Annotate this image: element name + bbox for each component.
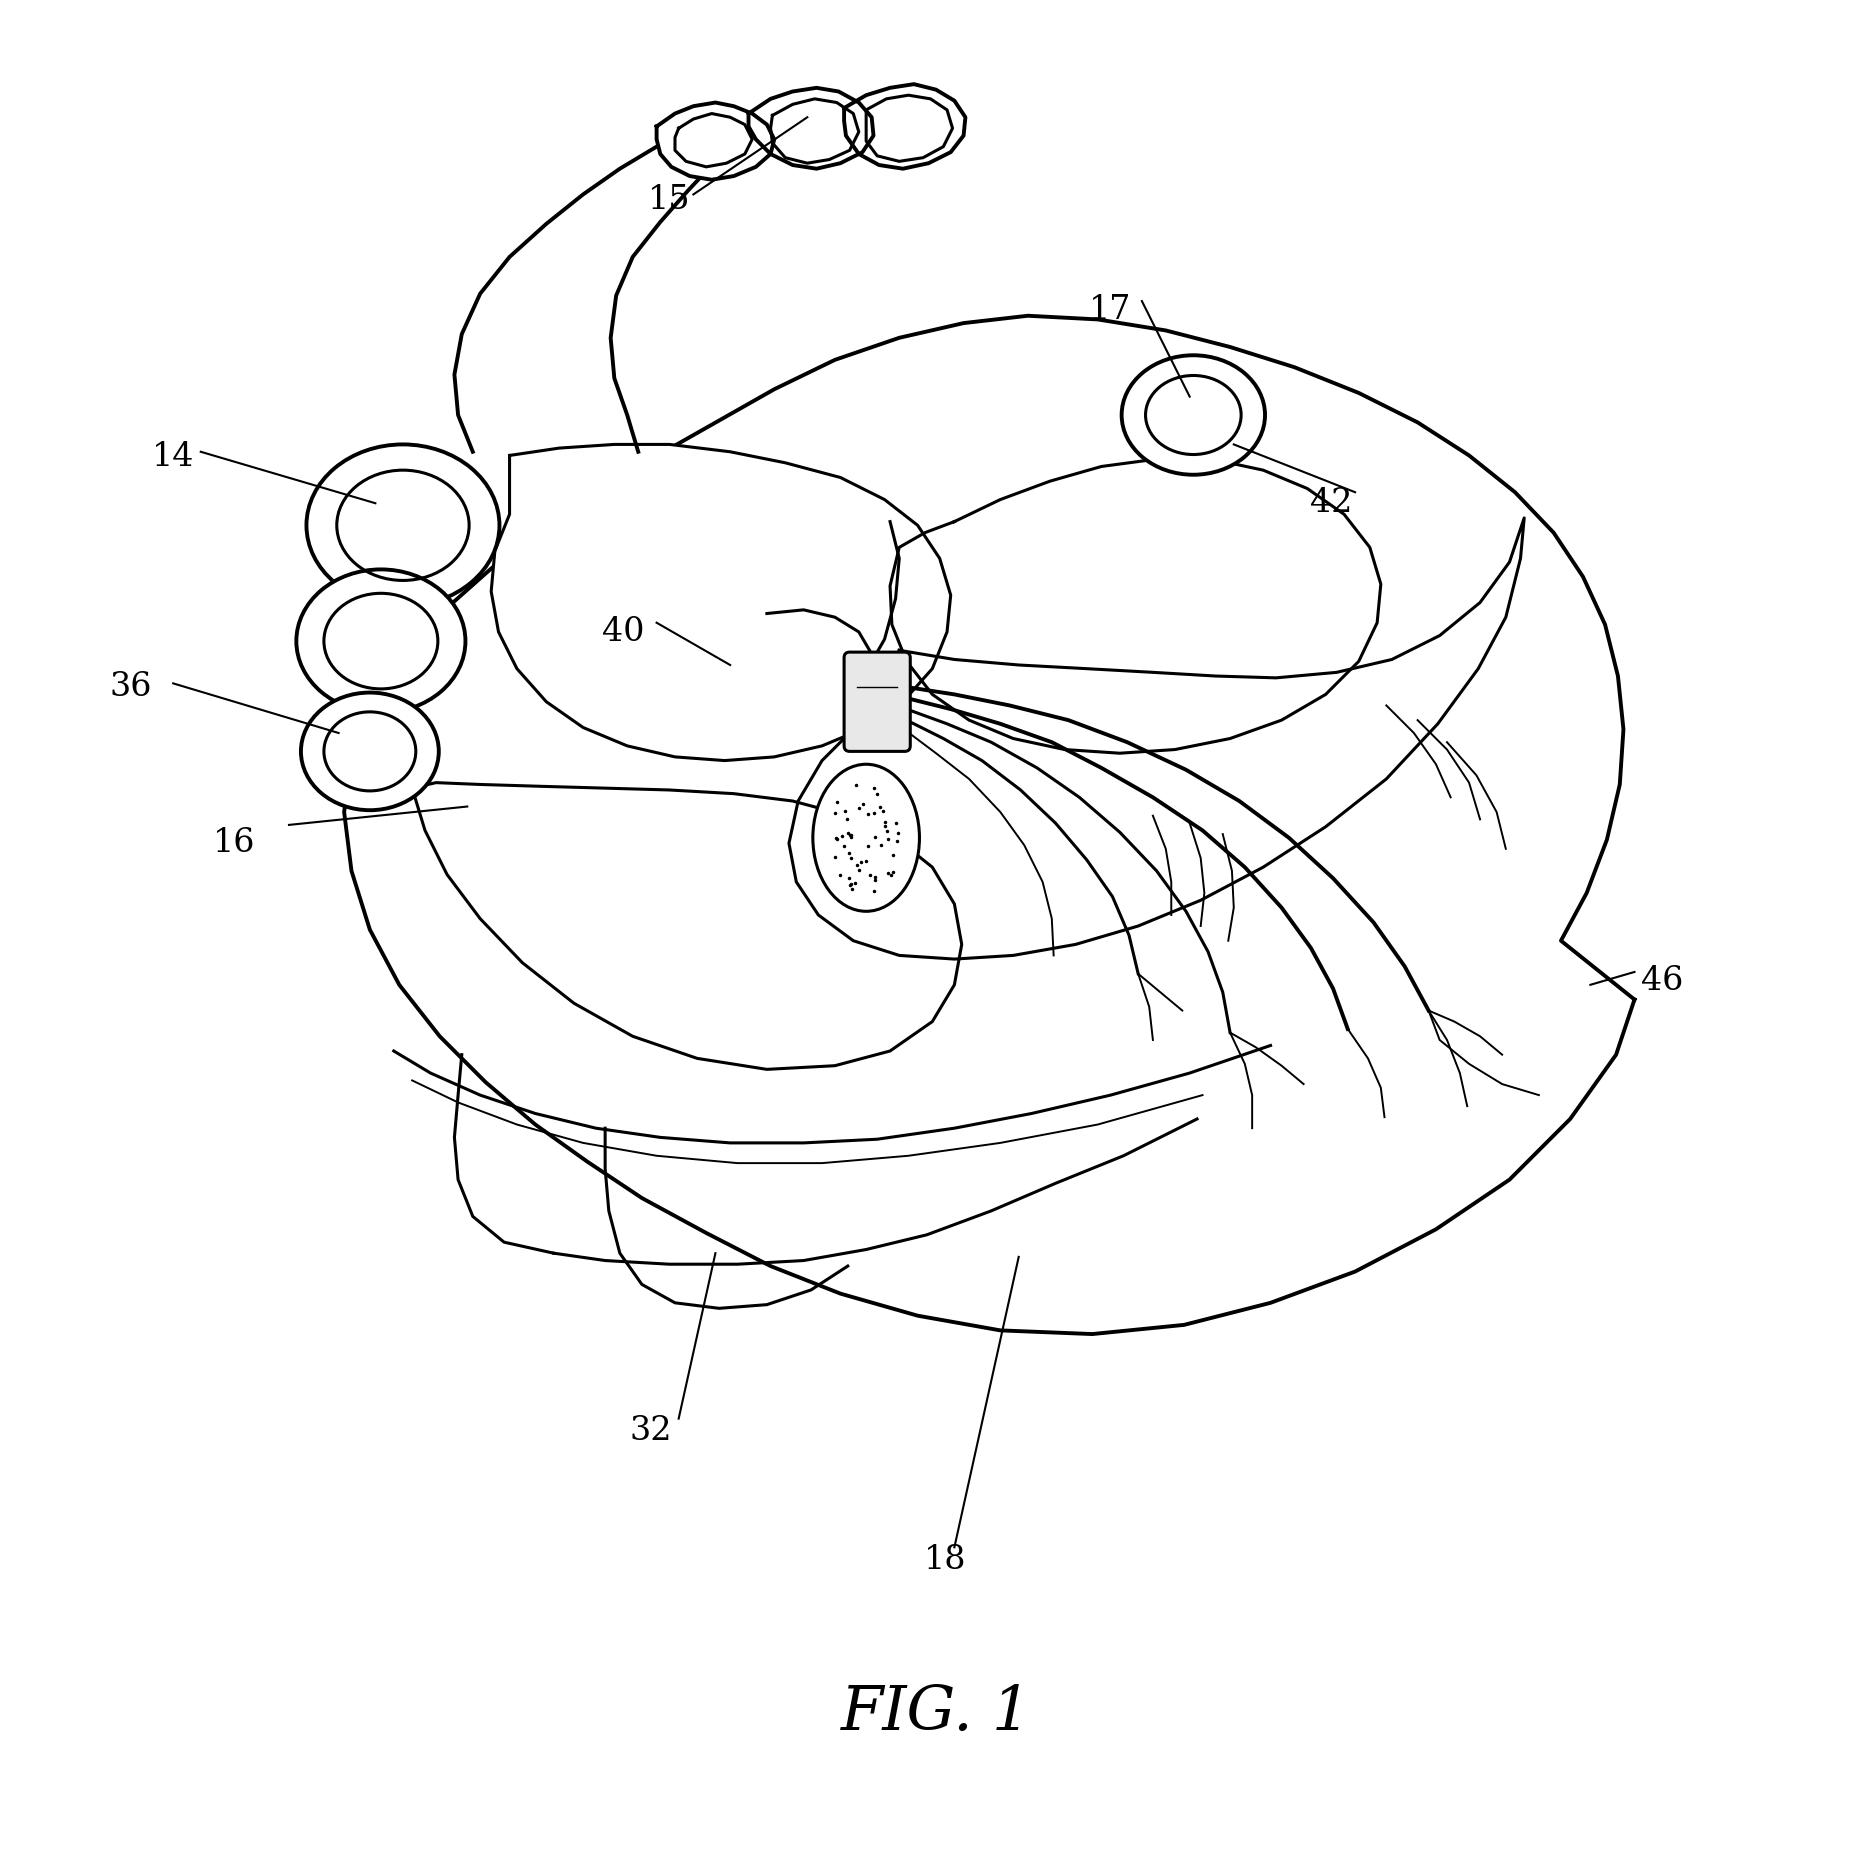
Ellipse shape (812, 765, 919, 911)
Text: 14: 14 (152, 441, 195, 474)
Ellipse shape (1121, 356, 1265, 474)
Polygon shape (749, 87, 874, 169)
Polygon shape (490, 444, 951, 761)
Polygon shape (844, 83, 966, 169)
Text: 18: 18 (925, 1545, 966, 1576)
Polygon shape (344, 315, 1634, 1333)
Polygon shape (788, 519, 1524, 959)
Text: 46: 46 (1642, 965, 1683, 996)
FancyBboxPatch shape (844, 652, 910, 752)
Text: 16: 16 (213, 828, 255, 859)
Polygon shape (412, 783, 962, 1069)
Ellipse shape (301, 693, 438, 809)
Text: 32: 32 (629, 1415, 672, 1448)
Polygon shape (657, 102, 775, 180)
Polygon shape (889, 459, 1382, 754)
Text: FIG. 1: FIG. 1 (841, 1683, 1031, 1743)
Text: 42: 42 (1310, 487, 1352, 519)
Text: 15: 15 (648, 183, 691, 217)
Text: 36: 36 (110, 670, 152, 704)
Ellipse shape (307, 444, 500, 606)
Ellipse shape (296, 569, 466, 713)
Text: 40: 40 (603, 617, 644, 648)
Text: 17: 17 (1090, 294, 1133, 326)
